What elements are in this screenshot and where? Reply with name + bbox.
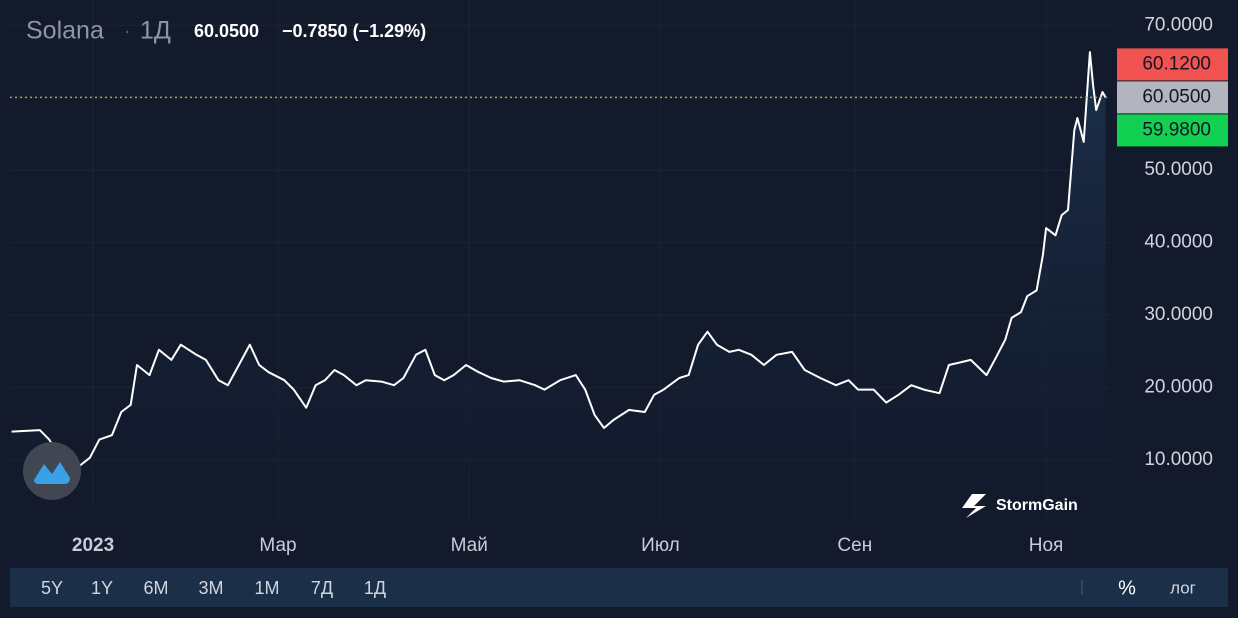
range-button[interactable]: 1M xyxy=(254,578,279,598)
price: 60.0500 xyxy=(194,21,259,41)
change: −0.7850 (−1.29%) xyxy=(282,21,426,41)
y-tick-label: 50.0000 xyxy=(1144,159,1213,180)
percent-button[interactable]: % xyxy=(1118,577,1136,599)
interval: 1Д xyxy=(140,17,171,45)
x-tick-label: 2023 xyxy=(72,535,114,556)
logo-text: StormGain xyxy=(996,497,1078,514)
logo: StormGain xyxy=(962,494,1078,518)
y-tick-label: 30.0000 xyxy=(1144,304,1213,325)
plot xyxy=(10,51,1110,525)
range-button[interactable]: 3M xyxy=(198,578,223,598)
x-tick-label: Май xyxy=(451,535,488,556)
symbol-title: Solana xyxy=(26,17,104,45)
range-button[interactable]: 1Y xyxy=(91,578,113,598)
price-label-box xyxy=(1117,81,1228,114)
x-tick-label: Сен xyxy=(837,535,872,556)
y-tick-label: 70.0000 xyxy=(1144,14,1213,35)
y-tick-label: 20.0000 xyxy=(1144,376,1213,397)
separator: · xyxy=(124,20,131,42)
x-tick-label: Ноя xyxy=(1029,535,1064,556)
price-label: 60.0500 xyxy=(1142,86,1211,107)
log-button[interactable]: лог xyxy=(1170,578,1196,597)
range-button[interactable]: 6M xyxy=(143,578,168,598)
price-line xyxy=(11,51,1107,471)
price-label: 60.1200 xyxy=(1142,53,1211,74)
y-tick-label: 40.0000 xyxy=(1144,232,1213,253)
price-label-box xyxy=(1117,114,1228,147)
x-tick-label: Июл xyxy=(641,535,680,556)
price-label-box xyxy=(1117,48,1228,81)
area xyxy=(11,52,1106,525)
toolbar xyxy=(10,568,1228,607)
range-button[interactable]: 1Д xyxy=(364,578,386,598)
x-tick-label: Мар xyxy=(259,535,296,556)
app-icon xyxy=(23,442,81,500)
price-label: 59.9800 xyxy=(1142,119,1211,140)
range-button[interactable]: 7Д xyxy=(311,578,333,598)
range-button[interactable]: 5Y xyxy=(41,578,63,598)
y-tick-label: 10.0000 xyxy=(1144,449,1213,470)
